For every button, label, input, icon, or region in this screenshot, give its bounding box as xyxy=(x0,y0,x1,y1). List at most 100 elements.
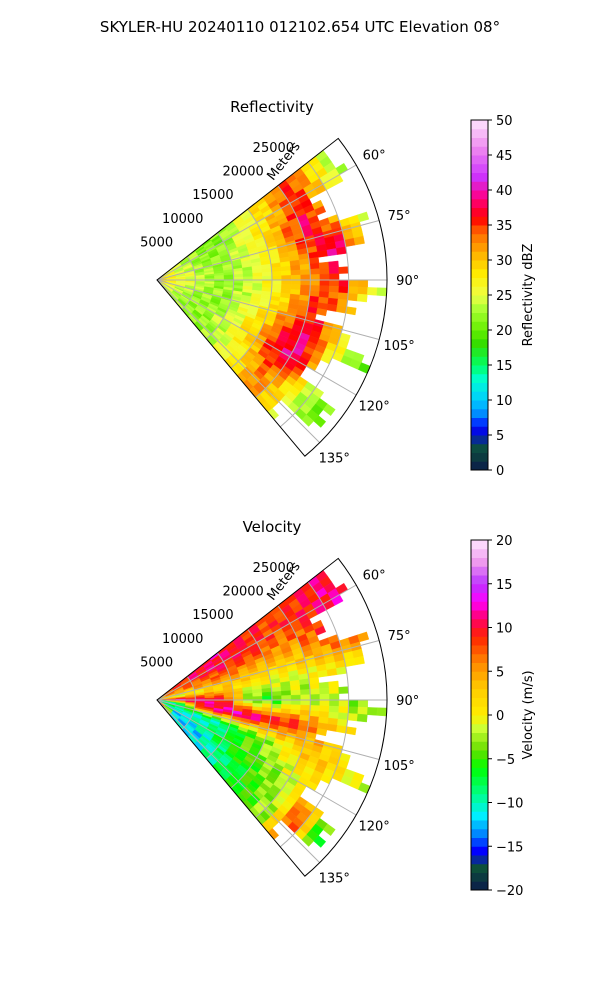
data-cell xyxy=(282,695,292,700)
colorbar-swatch xyxy=(471,584,488,593)
colorbar-swatch xyxy=(471,776,488,785)
colorbar-swatch xyxy=(471,269,488,278)
data-cell xyxy=(329,700,339,706)
data-cell xyxy=(291,695,301,700)
colorbar-swatch xyxy=(471,671,488,680)
data-cell xyxy=(309,683,319,689)
colorbar-swatch xyxy=(471,654,488,663)
colorbar-swatch xyxy=(471,453,488,462)
colorbar-swatch xyxy=(471,663,488,672)
colorbar-swatch xyxy=(471,706,488,715)
data-cell xyxy=(358,280,368,287)
data-cell xyxy=(320,274,330,280)
data-cell xyxy=(348,707,358,714)
data-cell xyxy=(281,271,291,276)
azimuth-tick-label: 105° xyxy=(383,759,414,774)
data-cell xyxy=(282,275,292,280)
colorbar-swatch xyxy=(471,216,488,225)
data-cell xyxy=(243,277,253,280)
data-cell xyxy=(357,714,367,722)
radial-tick-label: 15000 xyxy=(192,188,233,203)
data-cell xyxy=(310,280,320,286)
data-cell xyxy=(320,694,330,700)
data-cell xyxy=(253,276,263,280)
azimuth-tick-label: 60° xyxy=(363,569,386,584)
data-cell xyxy=(329,261,339,268)
colorbar-swatch xyxy=(471,768,488,777)
colorbar-tick-label: 20 xyxy=(496,324,513,339)
data-cell xyxy=(272,700,282,704)
colorbar-swatch xyxy=(471,339,488,348)
data-cell xyxy=(282,280,292,285)
radial-tick-label: 20000 xyxy=(222,165,263,180)
data-cell xyxy=(262,696,272,700)
colorbar-swatch xyxy=(471,243,488,252)
data-cell xyxy=(367,287,377,295)
colorbar-swatch xyxy=(471,260,488,269)
data-cell xyxy=(358,632,369,642)
data-cell xyxy=(310,285,320,291)
colorbar-swatch xyxy=(471,190,488,199)
data-cell xyxy=(291,280,301,285)
colorbar-swatch xyxy=(471,689,488,698)
data-cell xyxy=(282,700,292,705)
data-cell xyxy=(329,712,339,719)
colorbar-tick-label: −20 xyxy=(496,884,523,899)
data-cell xyxy=(300,269,310,275)
data-cell xyxy=(336,305,346,313)
colorbar-swatch xyxy=(471,881,488,890)
data-cell xyxy=(301,700,311,705)
data-cell xyxy=(358,212,369,222)
data-cell xyxy=(339,286,349,293)
azimuth-tick-label: 90° xyxy=(396,274,419,289)
data-cell xyxy=(253,273,263,277)
colorbar-swatch xyxy=(471,873,488,882)
colorbar-tick-label: 10 xyxy=(496,394,513,409)
colorbar-tick-label: 5 xyxy=(496,665,504,680)
colorbar-swatch xyxy=(471,636,488,645)
data-cell xyxy=(348,293,358,301)
colorbar-swatch xyxy=(471,680,488,689)
colorbar-swatch xyxy=(471,803,488,812)
data-cell xyxy=(329,694,339,700)
data-cell xyxy=(339,700,349,707)
colorbar-swatch xyxy=(471,426,488,435)
data-cell xyxy=(348,287,358,294)
data-cell xyxy=(300,264,310,270)
colorbar-swatch xyxy=(471,400,488,409)
data-cell xyxy=(309,263,319,269)
data-cell xyxy=(346,727,357,735)
data-cell xyxy=(253,693,263,697)
colorbar-swatch xyxy=(471,628,488,637)
colorbar-tick-label: 35 xyxy=(496,219,513,234)
data-cell xyxy=(358,700,368,707)
colorbar-swatch xyxy=(471,829,488,838)
colorbar-swatch xyxy=(471,374,488,383)
colorbar-swatch xyxy=(471,759,488,768)
data-cell xyxy=(291,285,301,290)
data-cell xyxy=(300,705,310,711)
colorbar-swatch xyxy=(471,864,488,873)
data-cell xyxy=(253,280,263,284)
colorbar-swatch xyxy=(471,785,488,794)
data-cell xyxy=(329,681,339,688)
data-cell xyxy=(348,713,358,721)
colorbar-swatch xyxy=(471,164,488,173)
data-cell xyxy=(358,287,368,295)
radial-tick-label: 20000 xyxy=(222,585,263,600)
data-cell xyxy=(338,713,348,720)
colorbar-swatch xyxy=(471,199,488,208)
data-cell xyxy=(253,696,263,700)
data-cell xyxy=(262,280,272,284)
colorbar-swatch xyxy=(471,750,488,759)
data-cell xyxy=(336,667,346,675)
colorbar-swatch xyxy=(471,120,488,129)
data-cell xyxy=(272,276,282,280)
colorbar-swatch xyxy=(471,321,488,330)
colorbar-swatch xyxy=(471,698,488,707)
colorbar-tick-label: 0 xyxy=(496,709,504,724)
data-cell xyxy=(272,696,282,700)
data-cell xyxy=(233,274,243,277)
